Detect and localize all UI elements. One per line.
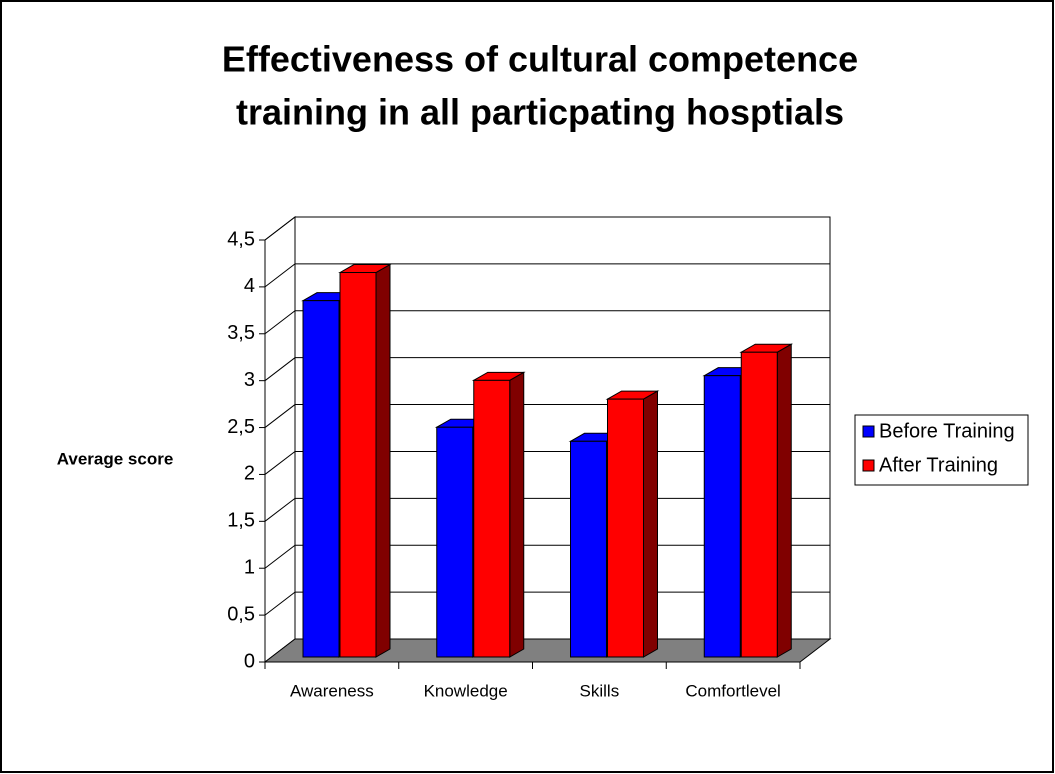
- y-tick-label: 2: [244, 463, 255, 485]
- bar: [703, 375, 741, 658]
- grid-line: [264, 310, 830, 335]
- bar-side: [509, 371, 525, 658]
- bar: [607, 398, 644, 658]
- bar-side: [776, 343, 792, 658]
- grid-line: [264, 216, 830, 241]
- bar-side: [643, 390, 658, 658]
- bar-side: [375, 263, 391, 658]
- x-tick-label: Knowledge: [424, 681, 508, 700]
- y-tick-label: 0: [244, 650, 255, 672]
- y-tick-label: 4,5: [227, 228, 255, 250]
- chart-title: Effectiveness of cultural competence: [222, 39, 858, 80]
- y-tick-label: 3,5: [227, 322, 255, 344]
- chart-title: training in all particpating hosptials: [236, 92, 844, 133]
- y-tick-label: 0,5: [227, 603, 255, 625]
- bar: [339, 272, 377, 658]
- bar: [740, 351, 778, 658]
- x-tick-label: Comfortlevel: [685, 681, 780, 700]
- legend-swatch: [862, 459, 875, 472]
- legend-label: After Training: [879, 454, 998, 476]
- y-tick-label: 4: [244, 275, 255, 297]
- x-tick-label: Awareness: [290, 681, 374, 700]
- y-tick-label: 2,5: [227, 416, 255, 438]
- grid-line: [264, 357, 830, 382]
- legend-swatch: [862, 425, 875, 438]
- y-tick-label: 1,5: [227, 510, 255, 532]
- legend-label: Before Training: [879, 420, 1015, 442]
- y-tick-label: 3: [244, 369, 255, 391]
- floor: [263, 638, 832, 663]
- legend-box: [854, 414, 1029, 486]
- grid-line: [264, 263, 830, 288]
- x-tick-label: Skills: [580, 681, 620, 700]
- y-tick-label: 1: [244, 557, 255, 579]
- y-axis-label: Average score: [57, 449, 174, 468]
- bar: [570, 440, 607, 658]
- bar: [473, 379, 511, 658]
- bar: [302, 300, 340, 658]
- bar: [436, 426, 474, 658]
